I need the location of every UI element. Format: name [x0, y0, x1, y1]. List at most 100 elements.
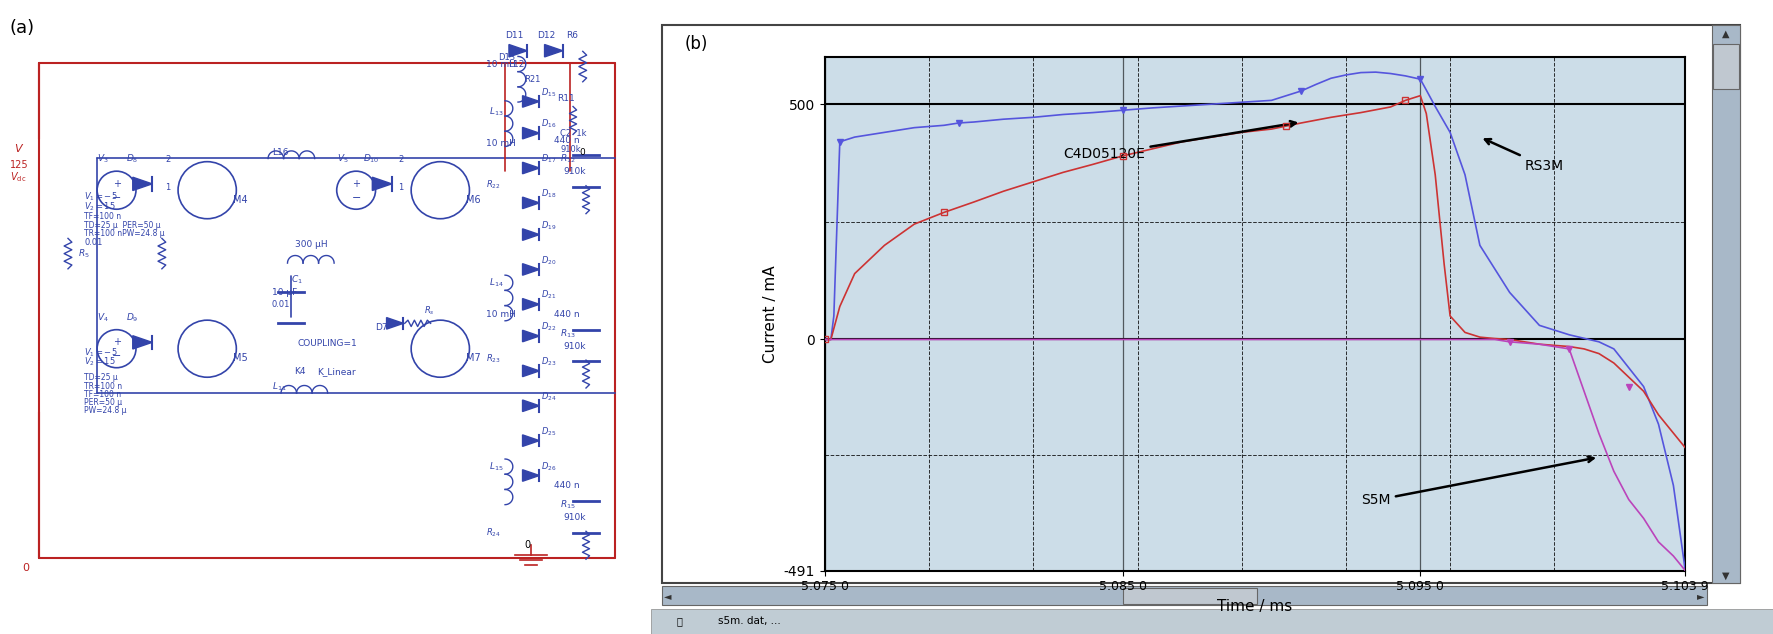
Text: $V_3$: $V_3$ [98, 153, 108, 165]
Text: 440 n: 440 n [553, 310, 580, 319]
Text: 0.01: 0.01 [83, 238, 103, 247]
Text: 300 μH: 300 μH [294, 240, 326, 249]
Text: TF=100 n: TF=100 n [83, 212, 121, 221]
Text: 2: 2 [165, 155, 170, 164]
Text: 1: 1 [165, 183, 170, 192]
Text: S5M: S5M [1360, 456, 1592, 507]
Polygon shape [387, 318, 402, 329]
Text: $R_{24}$: $R_{24}$ [486, 527, 500, 540]
Text: 910k: 910k [564, 342, 585, 351]
Text: −: − [351, 193, 360, 203]
Text: $R_{22}$: $R_{22}$ [486, 178, 500, 191]
Text: ▼: ▼ [1722, 571, 1729, 581]
Polygon shape [523, 127, 539, 139]
Polygon shape [523, 229, 539, 240]
Text: 1: 1 [397, 183, 402, 192]
Text: D12: D12 [537, 31, 555, 40]
Text: 910k: 910k [564, 513, 585, 522]
Polygon shape [523, 162, 539, 174]
Text: TF=100 n: TF=100 n [83, 390, 121, 399]
Text: D7: D7 [376, 323, 388, 332]
Text: 0: 0 [21, 562, 28, 573]
Text: $V_1{=}{-}5$: $V_1{=}{-}5$ [83, 346, 117, 359]
Text: $R_{23}$: $R_{23}$ [486, 353, 500, 365]
Text: $R_{12}$: $R_{12}$ [560, 153, 576, 165]
Text: $R_{13}$: $R_{13}$ [560, 327, 576, 340]
Text: $R_{15}$: $R_{15}$ [560, 498, 576, 511]
Text: $D_{25}$: $D_{25}$ [541, 425, 555, 438]
Text: $D_{23}$: $D_{23}$ [541, 356, 557, 368]
Text: 440 n: 440 n [553, 481, 580, 490]
Polygon shape [133, 177, 152, 190]
Text: $D_8$: $D_8$ [126, 153, 138, 165]
Text: $D_{15}$: $D_{15}$ [541, 86, 555, 99]
Text: R21: R21 [525, 75, 541, 84]
Polygon shape [372, 177, 392, 190]
Text: $L_{11}$: $L_{11}$ [271, 381, 285, 394]
Text: M6: M6 [466, 195, 480, 205]
Text: $V_4$: $V_4$ [98, 311, 108, 324]
Text: 0.01: 0.01 [271, 301, 291, 309]
Text: −: − [112, 351, 121, 361]
Polygon shape [523, 96, 539, 107]
Text: $V_{\rm dc}$: $V_{\rm dc}$ [9, 171, 27, 184]
Text: 910k: 910k [560, 145, 580, 154]
Text: 10 mH: 10 mH [486, 60, 516, 68]
Text: $D_{26}$: $D_{26}$ [541, 460, 557, 473]
Text: D13: D13 [498, 53, 516, 62]
Text: s5m. dat, ...: s5m. dat, ... [718, 616, 780, 626]
Text: PER=50 μ: PER=50 μ [83, 398, 122, 407]
Bar [1713, 44, 1738, 89]
Polygon shape [523, 197, 539, 209]
Text: $D_{21}$: $D_{21}$ [541, 289, 555, 302]
Text: +: + [112, 337, 121, 347]
Text: $C_1$: $C_1$ [291, 273, 303, 286]
Text: M5: M5 [232, 353, 248, 363]
Text: 125: 125 [9, 160, 28, 170]
Text: $D_{20}$: $D_{20}$ [541, 254, 557, 267]
Text: $R_s$: $R_s$ [424, 305, 434, 318]
Text: TR=100 n: TR=100 n [83, 382, 122, 391]
Text: $D_{19}$: $D_{19}$ [541, 219, 557, 232]
Text: R6: R6 [566, 31, 578, 40]
Text: R11: R11 [557, 94, 574, 103]
Text: $V_2{=}15$: $V_2{=}15$ [83, 200, 115, 213]
Text: $V_5$: $V_5$ [337, 153, 348, 165]
Text: 10 mH: 10 mH [486, 310, 516, 319]
X-axis label: Time / ms: Time / ms [1216, 599, 1293, 614]
Text: PW=24.8 μ: PW=24.8 μ [83, 406, 126, 415]
Text: 2: 2 [397, 155, 402, 164]
Text: D11: D11 [505, 31, 523, 40]
Text: 🖼: 🖼 [676, 616, 681, 626]
Text: 0: 0 [525, 540, 530, 550]
Text: (b): (b) [684, 35, 707, 53]
Text: $D_{17}$: $D_{17}$ [541, 153, 555, 165]
Polygon shape [523, 470, 539, 481]
Text: RS3M: RS3M [1484, 139, 1562, 173]
Polygon shape [523, 365, 539, 377]
Text: $D_{18}$: $D_{18}$ [541, 188, 557, 200]
Polygon shape [523, 400, 539, 411]
Polygon shape [523, 264, 539, 275]
Text: K_Linear: K_Linear [317, 367, 356, 376]
Text: M4: M4 [232, 195, 248, 205]
Text: 910k: 910k [564, 167, 585, 176]
Bar [1122, 588, 1257, 604]
Text: $V$: $V$ [14, 142, 25, 154]
Text: $D_{24}$: $D_{24}$ [541, 391, 557, 403]
Bar [1711, 25, 1739, 583]
Text: $V_1{=}{-}5$: $V_1{=}{-}5$ [83, 191, 117, 204]
Bar [661, 25, 1739, 583]
Text: −: − [112, 193, 121, 203]
Text: M7: M7 [466, 353, 480, 363]
Text: ►: ► [1697, 592, 1704, 602]
Text: $D_9$: $D_9$ [126, 311, 138, 324]
Text: 440 n: 440 n [553, 136, 580, 145]
Text: TR=100 nPW=24.8 μ: TR=100 nPW=24.8 μ [83, 229, 165, 238]
Polygon shape [523, 330, 539, 342]
Text: $D_{16}$: $D_{16}$ [541, 118, 557, 131]
Polygon shape [523, 299, 539, 310]
Text: $D_{10}$: $D_{10}$ [362, 153, 379, 165]
Polygon shape [523, 435, 539, 446]
Text: TD=25 μ: TD=25 μ [83, 373, 117, 382]
